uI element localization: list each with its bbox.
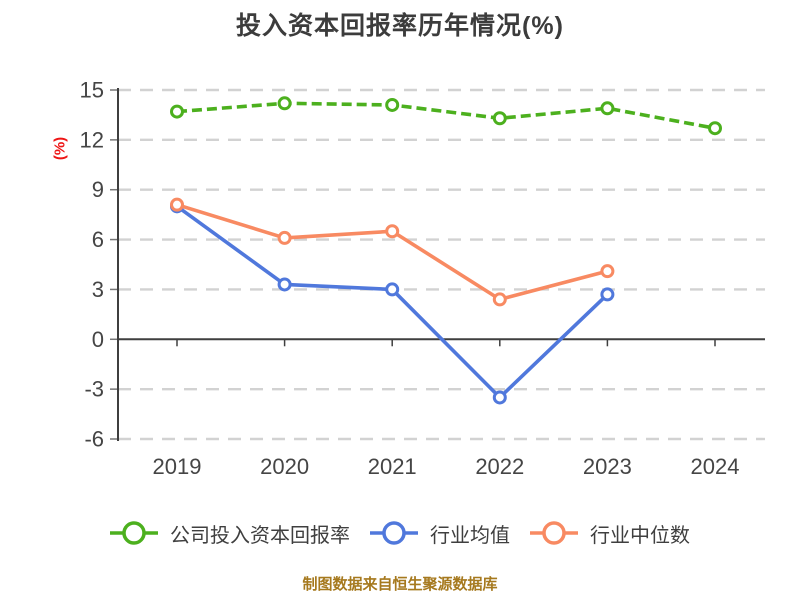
- x-tick-label: 2022: [475, 454, 524, 479]
- legend-circle: [542, 521, 566, 545]
- line-chart-plot-area: 15 12 9 6 3 0 -3 -6 2019 2020 2021 2022 2023 2024: [80, 78, 765, 479]
- legend-label: 行业均值: [430, 524, 510, 547]
- data-point-marker-industry_mean: [492, 390, 507, 405]
- y-tick-label: 15: [80, 78, 104, 103]
- x-tick-label: 2023: [583, 454, 632, 479]
- x-tick-label: 2021: [368, 454, 417, 479]
- legend-item-company: 公司投入资本回报率: [110, 518, 350, 548]
- legend-marker-icon: [530, 521, 578, 545]
- legend-label: 行业中位数: [590, 524, 690, 547]
- y-tick-label: 12: [80, 127, 104, 152]
- x-tick-label: 2020: [260, 454, 309, 479]
- chart-title: 投入资本回报率历年情况(%): [236, 12, 564, 40]
- y-tick-label: -6: [84, 427, 104, 452]
- data-point-marker-industry_median: [277, 230, 292, 245]
- data-point-marker-company: [385, 97, 400, 112]
- data-point-marker-industry_median: [385, 224, 400, 239]
- series-line-company: [176, 101, 716, 130]
- data-point-marker-industry_median: [492, 292, 507, 307]
- data-source-note: 制图数据来自恒生聚源数据库: [302, 576, 498, 593]
- data-point-marker-company: [708, 121, 722, 136]
- y-tick-label: -3: [84, 377, 104, 402]
- data-point-marker-industry_mean: [385, 282, 400, 297]
- legend-marker-icon: [370, 521, 418, 545]
- legend-marker-icon: [110, 521, 158, 545]
- data-point-marker-industry_mean: [277, 277, 292, 292]
- data-point-marker-company: [600, 101, 615, 116]
- data-point-marker-company: [170, 104, 184, 119]
- y-tick-label: 0: [92, 327, 104, 352]
- legend-item-industry_median: 行业中位数: [530, 518, 690, 548]
- x-tick-label: 2019: [153, 454, 202, 479]
- legend-circle: [382, 521, 406, 545]
- y-tick-label: 6: [92, 227, 104, 252]
- data-point-marker-industry_median: [600, 264, 615, 279]
- data-point-marker-industry_mean: [600, 287, 615, 302]
- data-point-marker-industry_median: [170, 197, 184, 212]
- data-point-marker-company: [492, 111, 507, 126]
- legend-item-industry_mean: 行业均值: [370, 518, 510, 548]
- legend-label: 公司投入资本回报率: [170, 524, 350, 547]
- x-tick-label: 2024: [691, 454, 740, 479]
- chart-legend: 公司投入资本回报率 行业均值 行业中位数: [0, 518, 800, 548]
- data-point-marker-company: [277, 96, 292, 111]
- y-tick-label: 9: [92, 177, 104, 202]
- legend-circle: [122, 521, 146, 545]
- y-tick-label: 3: [92, 277, 104, 302]
